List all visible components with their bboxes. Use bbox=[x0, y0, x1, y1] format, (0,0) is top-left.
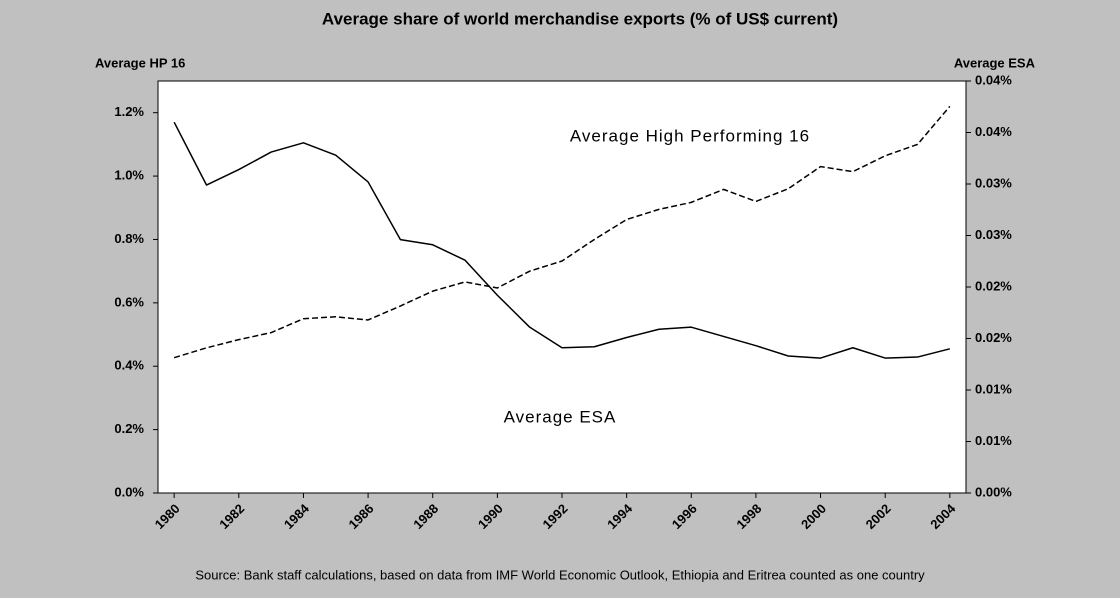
y-tick-label: 0.6% bbox=[114, 294, 144, 309]
y-tick-label: 0.0% bbox=[114, 484, 144, 499]
y2-tick-label: 0.02% bbox=[975, 330, 1012, 345]
y-tick-label: 0.2% bbox=[114, 421, 144, 436]
plot-area bbox=[157, 80, 967, 494]
y2-tick-label: 0.01% bbox=[975, 433, 1012, 448]
y2-tick-label: 0.00% bbox=[975, 484, 1012, 499]
y-tick-label: 0.8% bbox=[114, 231, 144, 246]
series-line bbox=[173, 121, 951, 359]
y-tick-label: 1.2% bbox=[114, 104, 144, 119]
annotation: Average ESA bbox=[504, 407, 617, 426]
y-axis-title: Average HP 16 bbox=[95, 55, 185, 70]
chart-title: Average share of world merchandise expor… bbox=[322, 9, 838, 28]
y-tick-label: 1.0% bbox=[114, 168, 144, 183]
y2-tick-label: 0.02% bbox=[975, 278, 1012, 293]
series-line bbox=[173, 105, 951, 359]
y2-axis-title: Average ESA bbox=[954, 55, 1036, 70]
source-note: Source: Bank staff calculations, based o… bbox=[195, 567, 925, 582]
y2-tick-label: 0.04% bbox=[975, 72, 1012, 87]
y2-tick-label: 0.01% bbox=[975, 381, 1012, 396]
y-tick-label: 0.4% bbox=[114, 358, 144, 373]
annotation: Average High Performing 16 bbox=[570, 126, 810, 145]
y2-tick-label: 0.04% bbox=[975, 124, 1012, 139]
y2-tick-label: 0.03% bbox=[975, 227, 1012, 242]
y2-tick-label: 0.03% bbox=[975, 175, 1012, 190]
